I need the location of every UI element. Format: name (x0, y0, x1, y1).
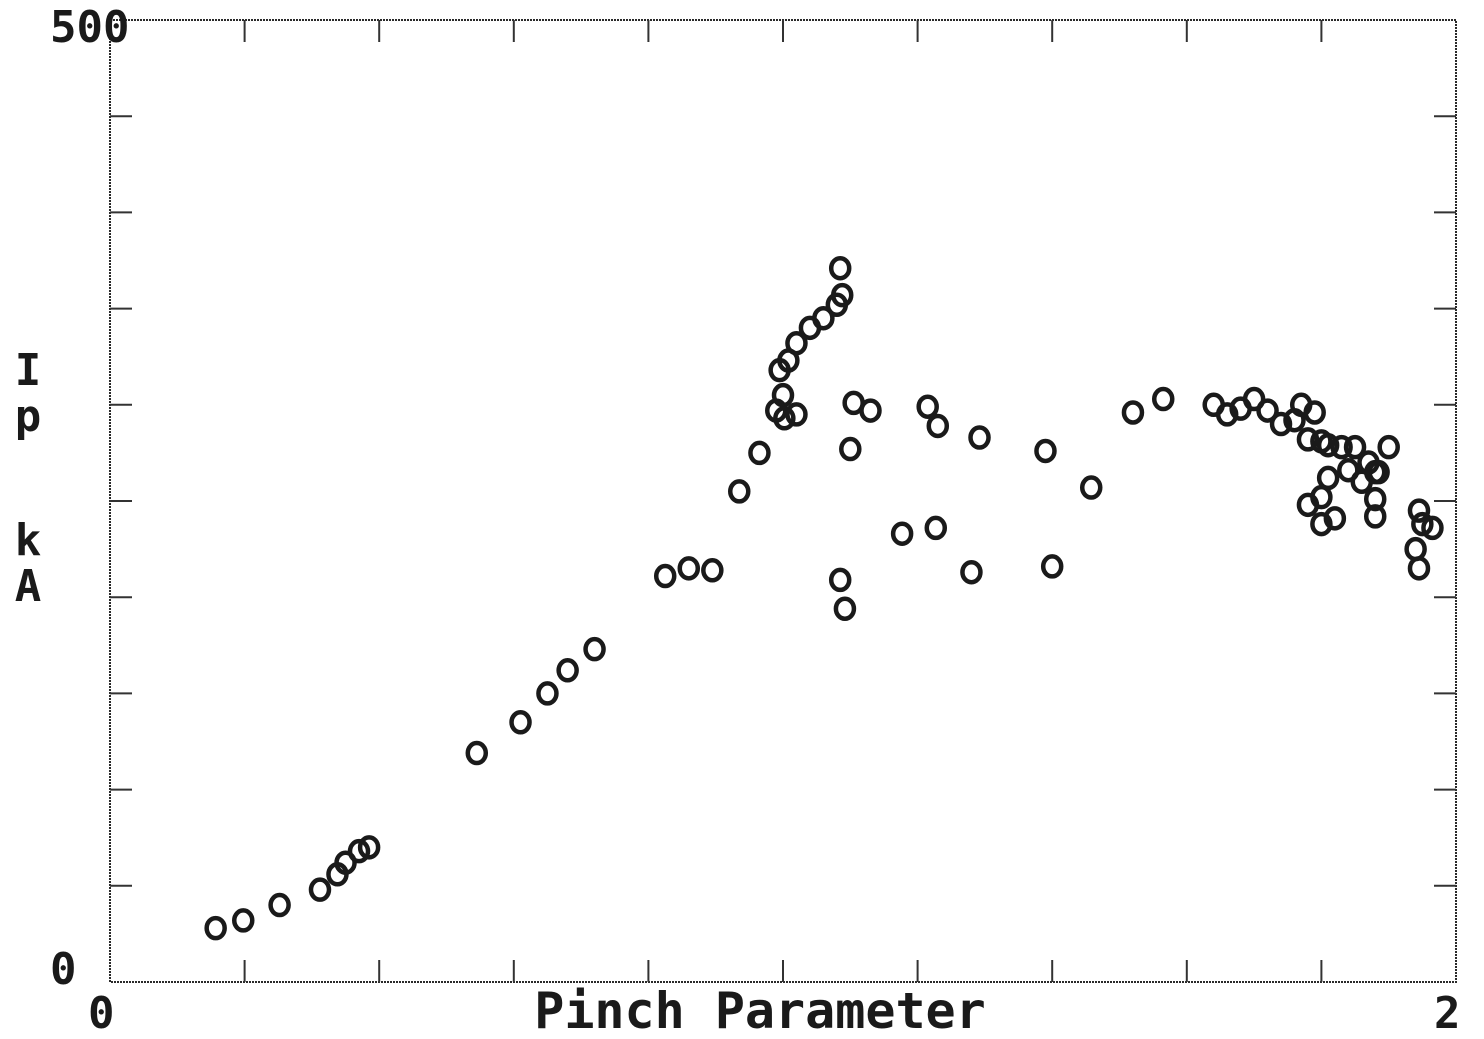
data-point (828, 567, 852, 593)
data-point (556, 658, 579, 683)
data-point (204, 915, 227, 941)
data-point (232, 908, 255, 933)
data-point (1215, 402, 1239, 427)
data-point (1421, 515, 1444, 541)
data-point (1303, 400, 1326, 425)
data-point (677, 556, 701, 581)
data-points (204, 255, 1444, 941)
x-tick-label-min: 0 (88, 988, 115, 1039)
data-point (347, 838, 371, 864)
data-point (1310, 511, 1333, 537)
data-point (1256, 398, 1279, 423)
data-point (1411, 511, 1434, 537)
data-point (268, 892, 291, 918)
y-tick-label-max: 500 (50, 2, 129, 53)
data-point (357, 835, 381, 860)
x-tick-label-max: 2 (1434, 988, 1461, 1039)
data-point (1316, 432, 1340, 458)
data-point (1337, 457, 1360, 483)
data-point (1407, 498, 1431, 523)
data-point (509, 710, 532, 735)
data-point (916, 394, 939, 419)
data-point (839, 436, 862, 462)
data-point (859, 398, 882, 423)
data-point (1330, 434, 1353, 460)
data-point (1363, 504, 1387, 529)
data-point (728, 479, 751, 504)
data-point (308, 877, 332, 902)
plot-frame (109, 19, 1457, 983)
data-point (890, 521, 914, 546)
data-point (1034, 438, 1057, 464)
data-point (771, 382, 795, 408)
data-point (812, 305, 835, 331)
data-point (1363, 486, 1387, 512)
data-point (1296, 492, 1320, 518)
data-point (926, 413, 950, 439)
data-point (748, 440, 771, 466)
x-axis-label: Pinch Parameter (534, 982, 986, 1039)
data-point (968, 425, 991, 450)
data-point (1323, 506, 1347, 531)
data-point (1121, 400, 1145, 425)
data-point (785, 330, 808, 356)
data-point (1343, 434, 1367, 460)
data-point (1079, 475, 1103, 500)
data-point (1404, 536, 1427, 562)
data-point (583, 636, 606, 662)
data-point (334, 850, 357, 875)
data-point (1151, 386, 1175, 412)
data-point (785, 402, 808, 427)
data-point (830, 282, 854, 308)
data-point (828, 255, 852, 281)
data-point (701, 558, 724, 583)
axis-ticks (110, 20, 1456, 982)
data-point (773, 406, 796, 431)
data-point (1367, 459, 1390, 485)
data-point (1040, 554, 1064, 579)
data-point (833, 596, 857, 621)
data-point (465, 740, 489, 766)
data-point (924, 515, 948, 541)
y-tick-label-min: 0 (50, 944, 77, 995)
data-point (653, 563, 677, 589)
data-point (1407, 556, 1431, 581)
data-point (1377, 434, 1400, 460)
data-point (1296, 427, 1320, 452)
data-point (536, 681, 559, 706)
data-point (1269, 411, 1293, 437)
data-point (960, 559, 983, 585)
data-point (1242, 386, 1266, 412)
